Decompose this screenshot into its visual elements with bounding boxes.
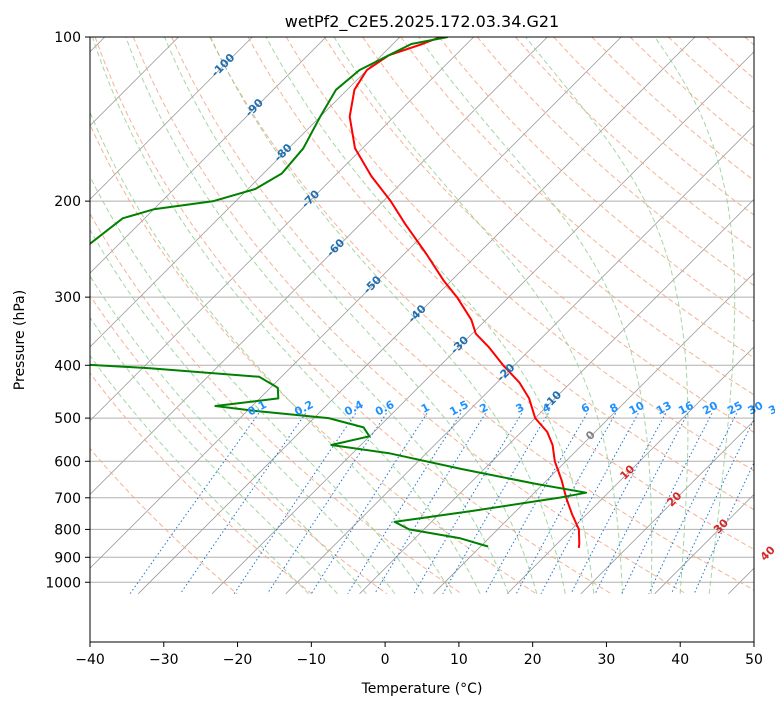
mixing-ratio-line: [179, 413, 307, 595]
isotherm-line: [433, 272, 754, 595]
dry-adiabat-line: [247, 37, 754, 511]
mixing-ratio-line: [594, 413, 689, 595]
mixing-ratio-label: 36: [766, 399, 775, 418]
sounding-profiles: [90, 37, 588, 549]
isotherm-line: [90, 37, 327, 274]
mixing-ratio-line: [442, 413, 549, 595]
dry-adiabat-line: [209, 37, 754, 551]
dry-adiabat-line: [476, 37, 754, 287]
x-tick-label: 30: [598, 652, 616, 668]
y-axis-title: Pressure (hPa): [12, 290, 28, 390]
dry-adiabat-line: [132, 37, 687, 595]
dry-adiabat-line: [285, 37, 754, 472]
dry-adiabat-line: [362, 37, 754, 396]
moist-adiabat-line: [90, 275, 367, 595]
isotherm-line: [285, 124, 754, 595]
isotherm-line: [90, 37, 253, 200]
dry-adiabat-line: [94, 37, 612, 595]
mixing-ratio-line: [621, 413, 713, 595]
mixing-ratio-line: [540, 413, 639, 595]
mixing-ratio-line: [570, 413, 667, 595]
x-tick-label: −10: [297, 652, 327, 668]
mixing-ratio-line: [233, 413, 357, 595]
dry-adiabat-line: [400, 37, 754, 359]
dry-adiabat-line: [90, 212, 462, 595]
isotherm-line: [580, 420, 754, 595]
moist-adiabat-line: [210, 37, 566, 594]
y-tick-label: 800: [54, 522, 81, 538]
x-tick-label: 20: [524, 652, 542, 668]
y-tick-label: 900: [54, 550, 81, 566]
x-tick-label: −20: [223, 652, 253, 668]
x-tick-label: −30: [149, 652, 179, 668]
mixing-ratio-label: 10: [627, 399, 647, 418]
x-tick-label: −40: [75, 652, 105, 668]
isotherm-line: [137, 37, 696, 595]
mixing-ratio-line: [266, 413, 387, 595]
mixing-ratio-label: 13: [654, 399, 674, 418]
y-tick-label: 1000: [45, 575, 81, 591]
mixing-ratio-line: [374, 413, 486, 595]
plot-frame: [89, 36, 755, 643]
mixing-ratio-line: [648, 413, 738, 595]
isotherm-line: [506, 346, 754, 595]
isotherm-line: [90, 37, 548, 496]
mixing-ratio-label: 30: [746, 399, 766, 418]
x-tick-label: 50: [745, 652, 763, 668]
isotherm-line: [654, 493, 754, 595]
dry-adiabat-line: [323, 37, 754, 433]
isotherm-line: [211, 51, 754, 595]
moist-adiabat-line: [164, 37, 538, 594]
x-tick-label: 0: [381, 652, 390, 668]
dry-adiabat-line: [90, 123, 537, 595]
chart-title: wetPf2_C2E5.2025.172.03.34.G21: [285, 12, 559, 32]
moist-adiabat-line: [125, 37, 509, 595]
plot-area: [90, 37, 754, 642]
y-tick-label: 600: [54, 454, 81, 470]
dry-adiabat-line: [90, 372, 313, 595]
y-tick-label: 500: [54, 411, 81, 427]
temperature-profile-line: [348, 37, 581, 549]
y-tick-label: 400: [54, 358, 81, 374]
background-lines: [90, 37, 754, 595]
moist-adiabat-line: [92, 37, 481, 595]
y-tick-label: 200: [54, 194, 81, 210]
x-tick-label: 10: [450, 652, 468, 668]
mixing-ratio-line: [515, 413, 617, 595]
moist-adiabat-line: [265, 37, 595, 594]
x-axis-title: Temperature (°C): [361, 681, 483, 697]
y-tick-label: 300: [54, 290, 81, 306]
isotherm-line: [90, 37, 622, 569]
moist-adiabat-line: [90, 111, 453, 595]
y-tick-label: 100: [54, 30, 81, 46]
mixing-ratio-label: 20: [700, 399, 720, 418]
axes: −40 −30 −20 −10 0 10 20 30 40 50 100 200 300 400 500 60…: [45, 30, 763, 668]
dewpoint-profile-line: [90, 37, 588, 548]
mixing-ratio-label: 25: [725, 399, 745, 418]
isotherm-line: [90, 37, 474, 422]
mixing-ratio-line: [413, 413, 523, 595]
y-tick-label: 700: [54, 491, 81, 507]
dry-adiabat-line: [438, 37, 754, 322]
mixing-ratio-label: 16: [676, 399, 696, 418]
moist-adiabat-line: [90, 228, 396, 595]
mixing-ratio-line: [347, 413, 462, 595]
isotherm-line: [90, 37, 401, 348]
moist-adiabat-line: [90, 354, 309, 595]
moist-adiabat-line: [90, 175, 424, 595]
dry-adiabat-line: [171, 37, 754, 591]
x-tick-label: 40: [671, 652, 689, 668]
